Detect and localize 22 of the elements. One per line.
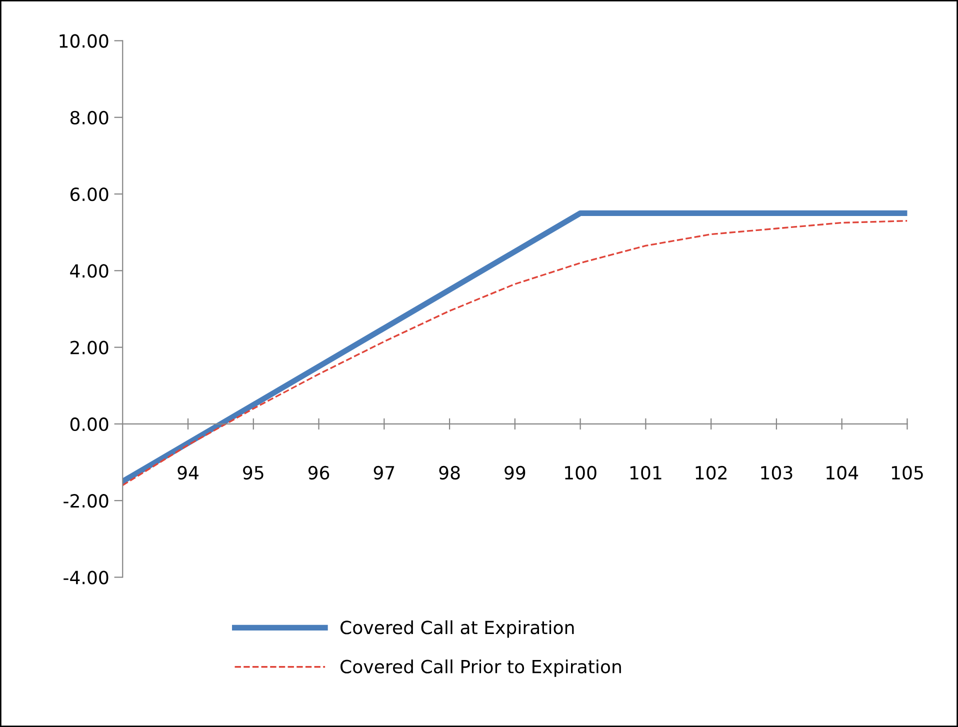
x-tick-label: 96 — [308, 466, 330, 480]
legend-label: Covered Call at Expiration — [340, 620, 574, 638]
legend-label: Covered Call Prior to Expiration — [340, 659, 621, 677]
y-tick-label: -4.00 — [64, 570, 108, 584]
y-tick-label: 6.00 — [70, 187, 108, 202]
x-tick-label: 98 — [439, 466, 460, 480]
y-tick-label: 8.00 — [70, 110, 108, 124]
x-tick-label: 104 — [826, 466, 858, 480]
x-tick-label: 97 — [374, 466, 394, 480]
x-tick-label: 102 — [696, 466, 726, 480]
x-tick-label: 99 — [504, 466, 526, 480]
y-tick-label: -2.00 — [64, 494, 108, 508]
y-tick-label: 2.00 — [70, 340, 108, 354]
x-tick-label: 105 — [892, 466, 923, 480]
y-tick-label: 10.00 — [60, 34, 108, 48]
y-tick-label: 0.00 — [70, 417, 108, 432]
x-tick-label: 100 — [565, 466, 596, 480]
x-tick-label: 94 — [178, 466, 198, 480]
x-tick-label: 103 — [761, 466, 792, 480]
x-tick-label: 101 — [630, 466, 662, 480]
y-tick-label: 4.00 — [70, 264, 108, 278]
x-tick-label: 95 — [243, 466, 264, 480]
